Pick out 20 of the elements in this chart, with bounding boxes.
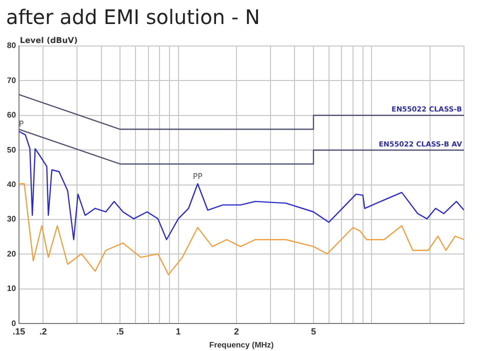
y-tick-label: 40 [6, 180, 16, 190]
x-tick-label: .2 [39, 326, 47, 336]
y-tick-label: 60 [6, 110, 16, 120]
y-tick-label: 80 [6, 41, 16, 50]
x-tick-label: 1 [176, 326, 181, 336]
chart-title: after add EMI solution - N [5, 4, 261, 31]
y-tick-label: 30 [6, 214, 16, 224]
x-tick-label: 5 [310, 326, 316, 336]
y-tick-label: 10 [6, 284, 16, 294]
y-tick-label: 0 [11, 318, 16, 328]
annotation: P [18, 119, 24, 128]
y-tick-label: 50 [6, 145, 16, 154]
x-tick-label: 2 [234, 326, 240, 336]
x-axis-title: Frequency (MHz) [209, 340, 274, 350]
y-tick-label: 20 [6, 249, 16, 258]
x-tick-label: .15 [12, 326, 26, 336]
annotation: PP [192, 172, 203, 181]
x-tick-label: .5 [116, 326, 124, 336]
y-axis-title: Level (dBuV) [20, 36, 78, 46]
y-tick-label: 70 [6, 76, 16, 85]
